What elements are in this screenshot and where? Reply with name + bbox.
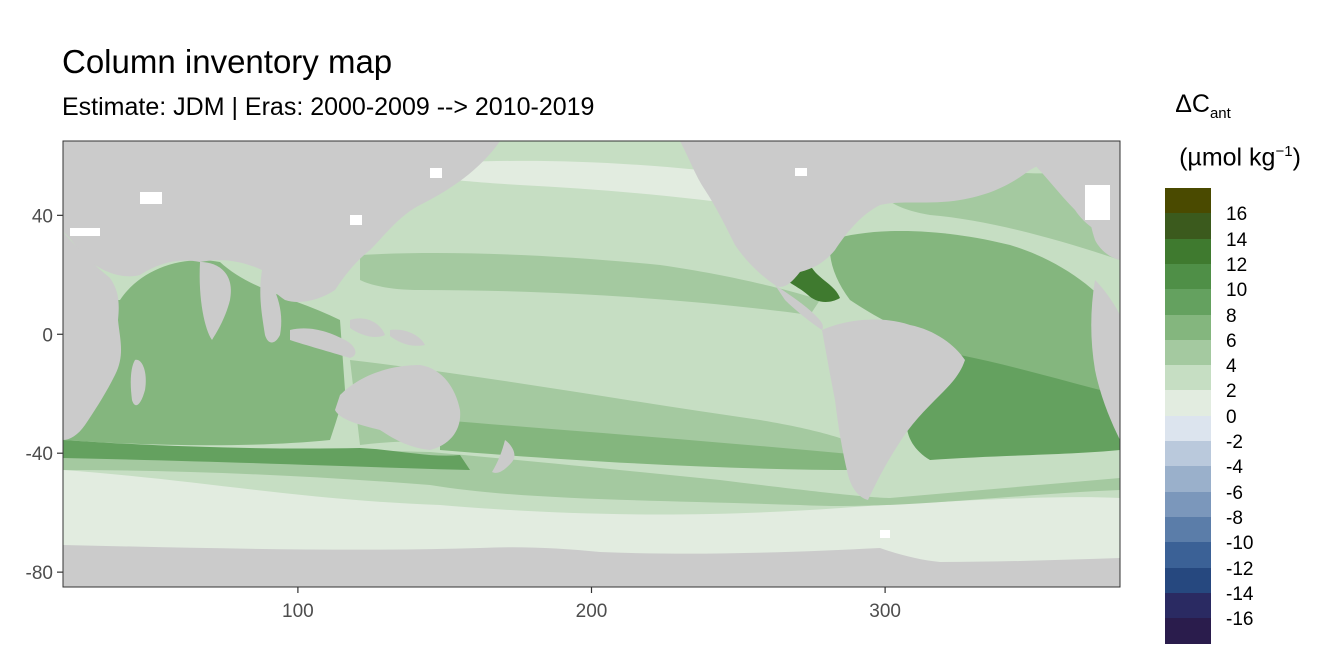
legend-swatch xyxy=(1165,491,1211,518)
land-eurasia xyxy=(63,141,500,302)
y-axis: 40 0 -40 -80 xyxy=(26,206,63,584)
north-pacific-band xyxy=(360,253,820,315)
legend-title: ΔCant xyxy=(1175,89,1231,129)
x-tick-label: 100 xyxy=(282,601,314,622)
y-tick-label: 40 xyxy=(32,206,53,227)
land-africa-west-wrap xyxy=(1091,280,1120,440)
land-central-america xyxy=(775,285,823,330)
legend-swatch xyxy=(1165,390,1211,417)
legend-swatch xyxy=(1165,339,1211,366)
legend-label: -16 xyxy=(1226,609,1254,631)
gap-speckles xyxy=(70,168,1110,538)
legend-swatch xyxy=(1165,213,1211,240)
legend-swatch xyxy=(1165,516,1211,543)
land-madagascar xyxy=(130,359,146,406)
indian-ocean-deep xyxy=(63,440,470,470)
land-australia xyxy=(335,365,461,450)
north-atlantic-region xyxy=(829,230,1120,420)
legend-label: -10 xyxy=(1226,533,1254,555)
land-new-zealand xyxy=(492,440,515,473)
legend-swatch xyxy=(1165,289,1211,316)
legend-swatch xyxy=(1165,238,1211,265)
legend-label: 0 xyxy=(1226,406,1237,428)
legend-label: 16 xyxy=(1226,204,1248,226)
legend-swatch xyxy=(1165,567,1211,594)
x-tick-label: 300 xyxy=(869,601,901,622)
legend-label: 12 xyxy=(1226,254,1248,276)
legend-unit: (µmol kg−1) xyxy=(1179,137,1301,172)
map-title: Column inventory map xyxy=(62,43,393,80)
legend-unit-prefix: (µmol kg xyxy=(1179,143,1276,172)
legend-swatch xyxy=(1165,314,1211,341)
land-south-america xyxy=(822,319,965,500)
legend-label: -14 xyxy=(1226,583,1254,605)
legend-label: -2 xyxy=(1226,432,1243,453)
legend-swatch xyxy=(1165,188,1211,214)
legend-title-sub: ant xyxy=(1209,105,1231,122)
y-tick-label: 0 xyxy=(42,325,53,346)
y-tick-label: -40 xyxy=(26,444,53,465)
map-subtitle: Estimate: JDM | Eras: 2000-2009 --> 2010… xyxy=(62,93,595,121)
legend-swatch xyxy=(1165,263,1211,290)
legend-title-main: ΔC xyxy=(1175,90,1210,118)
legend-label: 2 xyxy=(1226,381,1237,403)
legend-swatch xyxy=(1165,365,1211,391)
legend-label: 14 xyxy=(1226,229,1248,251)
legend-label: 4 xyxy=(1226,356,1237,378)
x-tick-label: 200 xyxy=(576,601,608,622)
x-axis: 100 200 300 xyxy=(282,587,901,622)
land-indonesia xyxy=(290,318,425,358)
y-tick-label: -80 xyxy=(26,563,53,584)
legend-swatch xyxy=(1165,441,1211,467)
south-atlantic-core xyxy=(906,355,1120,460)
legend-label: -4 xyxy=(1226,457,1243,479)
south-pacific-inner xyxy=(440,420,860,470)
legend-label: 8 xyxy=(1226,305,1237,327)
legend-unit-sup: −1 xyxy=(1275,143,1293,160)
legend-swatch xyxy=(1165,618,1211,644)
map-panel xyxy=(63,141,1120,587)
legend-label: -6 xyxy=(1226,482,1243,504)
legend-swatch xyxy=(1165,415,1211,442)
legend-swatch xyxy=(1165,542,1211,569)
land-antarctica xyxy=(63,545,1120,587)
legend-label: 10 xyxy=(1226,280,1248,302)
legend-label: -8 xyxy=(1226,507,1243,529)
land-africa xyxy=(63,232,122,440)
land-se-asia xyxy=(260,270,282,343)
land-north-america xyxy=(680,141,1120,287)
legend-label: 6 xyxy=(1226,330,1237,352)
legend-swatch xyxy=(1165,466,1211,493)
land xyxy=(63,141,1120,587)
legend-swatch xyxy=(1165,592,1211,619)
legend-unit-suffix: ) xyxy=(1292,143,1301,172)
legend-label: -12 xyxy=(1226,558,1254,580)
land-india xyxy=(199,262,231,340)
